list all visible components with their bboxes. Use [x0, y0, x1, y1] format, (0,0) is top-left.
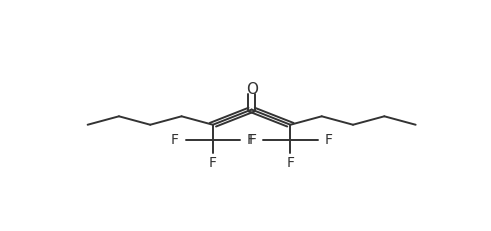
- Text: F: F: [247, 133, 255, 147]
- Text: F: F: [325, 133, 332, 147]
- Text: F: F: [286, 156, 295, 170]
- Text: F: F: [248, 133, 256, 147]
- Text: O: O: [246, 82, 258, 97]
- Text: F: F: [171, 133, 179, 147]
- Text: F: F: [209, 156, 217, 170]
